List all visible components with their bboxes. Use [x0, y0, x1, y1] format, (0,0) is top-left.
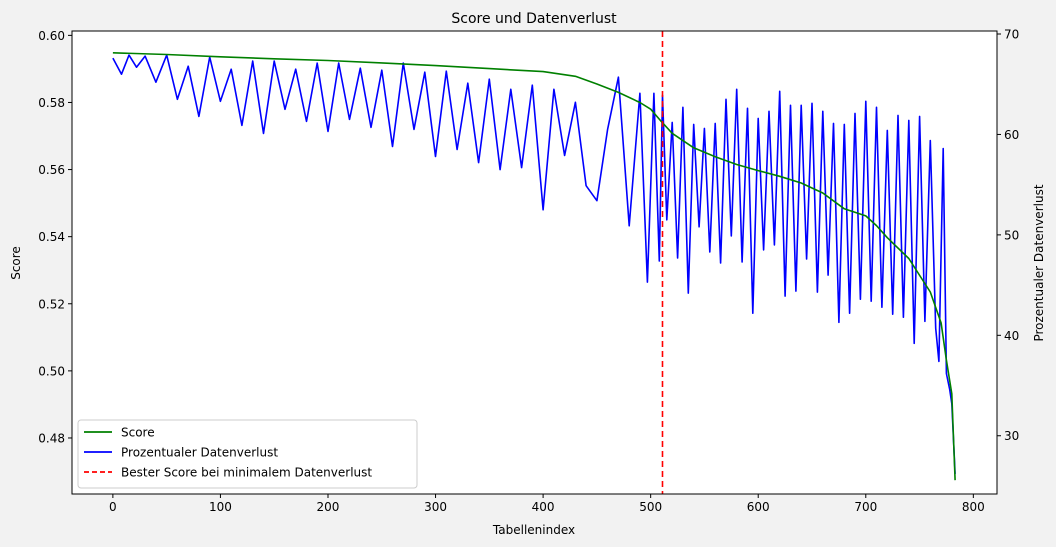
y-tick-label: 0.56 [38, 163, 65, 177]
x-tick-label: 700 [854, 500, 877, 514]
x-tick-label: 600 [747, 500, 770, 514]
legend: Score Prozentualer Datenverlust Bester S… [77, 419, 418, 489]
chart-title: Score und Datenverlust [451, 11, 617, 27]
series-layer [112, 31, 956, 494]
y-tick-label: 0.52 [38, 297, 65, 311]
y2-tick-label: 50 [1004, 228, 1019, 242]
y2-tick-label: 60 [1004, 128, 1019, 142]
legend-label-score: Score [121, 426, 155, 440]
x-tick-label: 800 [962, 500, 985, 514]
x-axis-label: Tabellenindex [492, 523, 575, 537]
y-axis-label: Score [9, 246, 23, 280]
series-line-prozentualer-datenverlust [112, 54, 956, 474]
x-tick-label: 300 [424, 500, 447, 514]
legend-label-best: Bester Score bei minimalem Datenverlust [121, 466, 372, 480]
plot-frame [71, 30, 998, 495]
y-tick-label: 0.48 [38, 431, 65, 445]
x-axis-ticks: 0 100 200 300 400 500 600 700 800 [109, 494, 985, 514]
y2-axis-ticks: 30 40 50 60 70 [997, 28, 1019, 443]
y2-tick-label: 70 [1004, 28, 1019, 42]
y2-axis-label: Prozentualer Datenverlust [1032, 184, 1046, 341]
y-tick-label: 0.50 [38, 364, 65, 378]
y-tick-label: 0.58 [38, 96, 65, 110]
x-tick-label: 200 [317, 500, 340, 514]
x-tick-label: 400 [532, 500, 555, 514]
x-tick-label: 0 [109, 500, 117, 514]
legend-label-loss: Prozentualer Datenverlust [121, 446, 278, 460]
x-tick-label: 500 [639, 500, 662, 514]
series-line-score [112, 52, 956, 481]
x-tick-label: 100 [209, 500, 232, 514]
y-tick-label: 0.54 [38, 230, 65, 244]
legend-box [77, 419, 418, 489]
y2-tick-label: 40 [1004, 329, 1019, 343]
y2-tick-label: 30 [1004, 429, 1019, 443]
y-axis-ticks: 0.48 0.50 0.52 0.54 0.56 0.58 0.60 [38, 29, 72, 445]
y-tick-label: 0.60 [38, 29, 65, 43]
